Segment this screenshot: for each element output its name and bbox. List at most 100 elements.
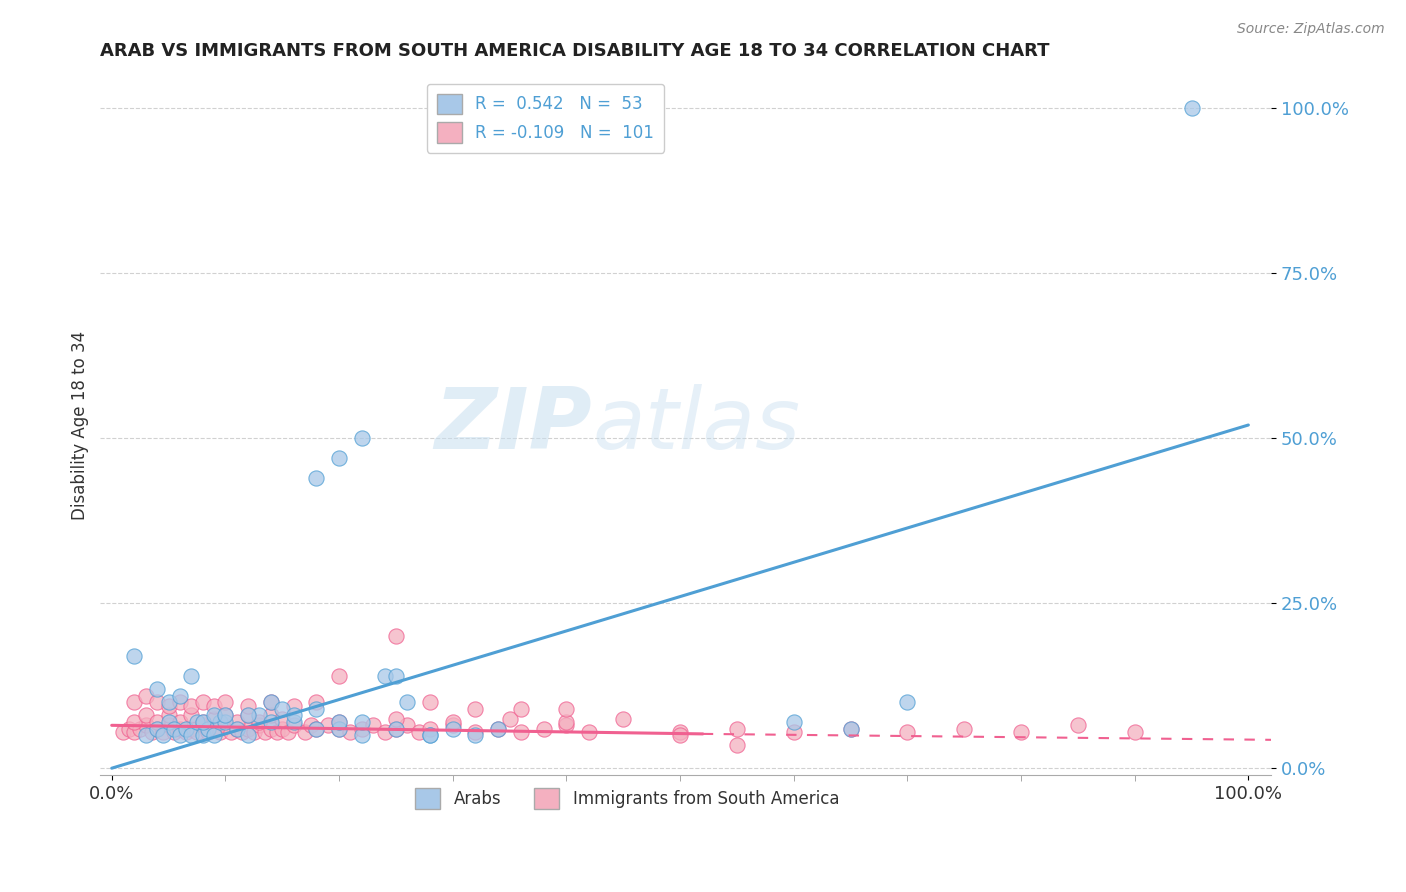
Point xyxy=(129,722,152,736)
Point xyxy=(118,722,141,736)
Point xyxy=(124,725,146,739)
Point xyxy=(1180,101,1202,115)
Point xyxy=(896,695,918,709)
Point xyxy=(441,718,464,732)
Point xyxy=(839,722,862,736)
Text: ARAB VS IMMIGRANTS FROM SOUTH AMERICA DISABILITY AGE 18 TO 34 CORRELATION CHART: ARAB VS IMMIGRANTS FROM SOUTH AMERICA DI… xyxy=(100,42,1050,60)
Point xyxy=(266,725,288,739)
Point xyxy=(231,725,253,739)
Point xyxy=(157,708,180,723)
Point xyxy=(509,725,531,739)
Point xyxy=(124,648,146,663)
Point xyxy=(839,722,862,736)
Point xyxy=(350,728,373,742)
Point xyxy=(271,702,294,716)
Point xyxy=(350,714,373,729)
Point xyxy=(271,722,294,736)
Point xyxy=(277,725,299,739)
Point xyxy=(328,722,350,736)
Point xyxy=(174,722,197,736)
Point xyxy=(1010,725,1032,739)
Point xyxy=(305,695,328,709)
Point xyxy=(385,669,408,683)
Point xyxy=(191,695,214,709)
Point xyxy=(180,669,202,683)
Point xyxy=(305,722,328,736)
Point xyxy=(236,698,259,713)
Point xyxy=(197,725,219,739)
Point xyxy=(1067,718,1090,732)
Point xyxy=(202,728,225,742)
Point xyxy=(202,708,225,723)
Point xyxy=(260,708,283,723)
Point xyxy=(896,725,918,739)
Point xyxy=(385,712,408,726)
Point xyxy=(152,728,174,742)
Point xyxy=(385,722,408,736)
Point xyxy=(464,728,486,742)
Point xyxy=(385,629,408,643)
Point xyxy=(486,722,509,736)
Point xyxy=(236,708,259,723)
Point xyxy=(135,728,157,742)
Point xyxy=(236,728,259,742)
Point xyxy=(152,725,174,739)
Point xyxy=(486,722,509,736)
Point xyxy=(953,722,976,736)
Point xyxy=(328,722,350,736)
Point xyxy=(555,702,578,716)
Text: Source: ZipAtlas.com: Source: ZipAtlas.com xyxy=(1237,22,1385,37)
Point xyxy=(419,695,441,709)
Point xyxy=(124,714,146,729)
Point xyxy=(316,718,339,732)
Point xyxy=(146,722,169,736)
Point xyxy=(408,725,430,739)
Text: atlas: atlas xyxy=(592,384,800,467)
Point xyxy=(146,722,169,736)
Point xyxy=(669,725,692,739)
Point xyxy=(236,722,259,736)
Point xyxy=(373,669,395,683)
Point xyxy=(441,722,464,736)
Point xyxy=(236,708,259,723)
Point xyxy=(498,712,520,726)
Point xyxy=(169,714,191,729)
Point xyxy=(169,695,191,709)
Point xyxy=(186,725,208,739)
Point xyxy=(225,722,247,736)
Point xyxy=(208,714,231,729)
Point xyxy=(249,714,271,729)
Point xyxy=(350,722,373,736)
Point xyxy=(305,722,328,736)
Point xyxy=(214,695,236,709)
Legend: Arabs, Immigrants from South America: Arabs, Immigrants from South America xyxy=(409,781,846,815)
Point xyxy=(135,689,157,703)
Point xyxy=(271,712,294,726)
Point xyxy=(169,722,191,736)
Point xyxy=(305,471,328,485)
Point xyxy=(361,718,384,732)
Point xyxy=(419,728,441,742)
Point xyxy=(254,725,277,739)
Point xyxy=(1123,725,1146,739)
Point xyxy=(214,708,236,723)
Point xyxy=(157,695,180,709)
Point xyxy=(225,722,247,736)
Point xyxy=(157,714,180,729)
Point xyxy=(283,708,305,723)
Point xyxy=(249,708,271,723)
Point xyxy=(146,714,169,729)
Point xyxy=(191,728,214,742)
Point xyxy=(533,722,555,736)
Point xyxy=(124,695,146,709)
Point xyxy=(578,725,600,739)
Point xyxy=(419,722,441,736)
Point xyxy=(283,714,305,729)
Point xyxy=(283,698,305,713)
Point xyxy=(169,689,191,703)
Point xyxy=(783,714,806,729)
Point xyxy=(163,725,186,739)
Point xyxy=(186,714,208,729)
Point xyxy=(243,725,266,739)
Point xyxy=(197,722,219,736)
